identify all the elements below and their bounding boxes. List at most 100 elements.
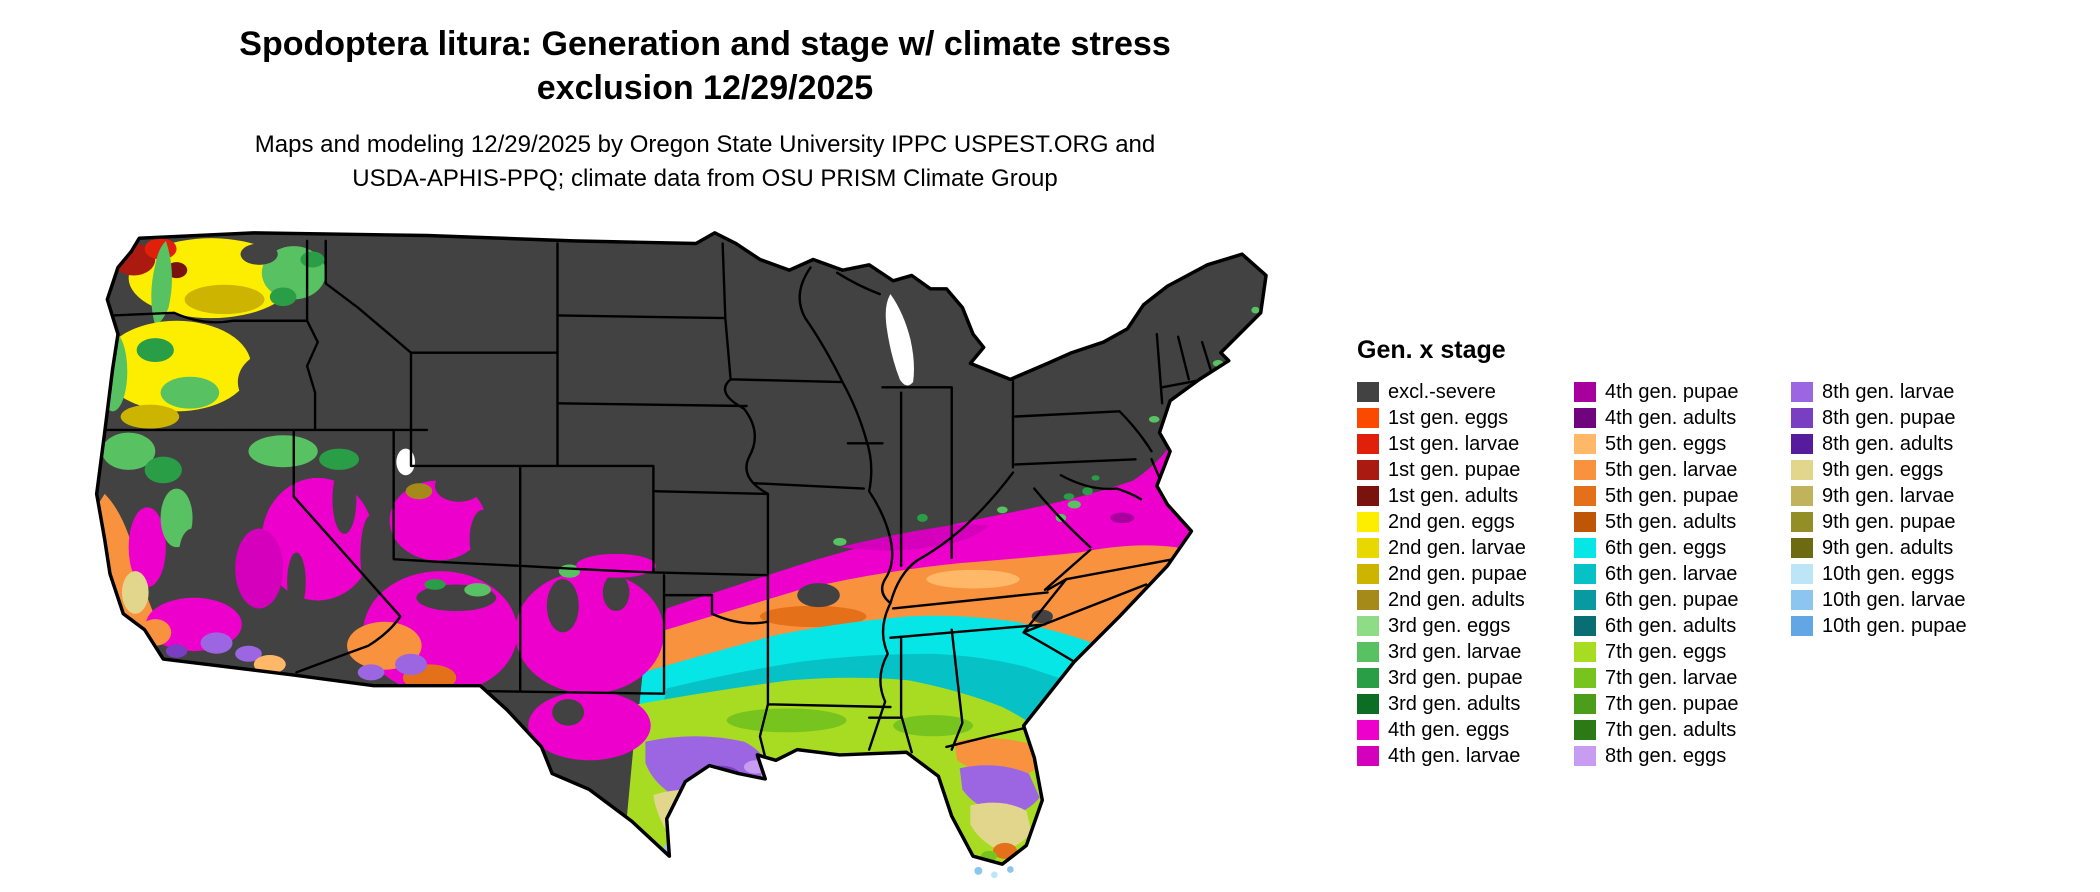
legend-item: 4th gen. adults (1574, 405, 1791, 431)
map-data-regions (96, 232, 1267, 865)
legend-swatch-g6_adults (1574, 616, 1596, 636)
legend-label: 6th gen. adults (1605, 614, 1737, 637)
legend-swatch-g5_larvae (1574, 460, 1596, 480)
legend-swatch-excl (1357, 382, 1379, 402)
legend-item: 10th gen. eggs (1791, 561, 2008, 587)
legend-swatch-g7_pupae (1574, 694, 1596, 714)
legend-item: 9th gen. pupae (1791, 509, 2008, 535)
legend-item: 6th gen. adults (1574, 613, 1791, 639)
legend-label: 7th gen. pupae (1605, 692, 1739, 715)
legend-swatch-g9_adults (1791, 538, 1813, 558)
legend-swatch-g8_adults (1791, 434, 1813, 454)
legend-label: 7th gen. larvae (1605, 666, 1738, 689)
legend-swatch-g8_eggs (1574, 746, 1596, 766)
legend-swatch-g3_adults (1357, 694, 1379, 714)
legend-swatch-g1_adults (1357, 486, 1379, 506)
florida-keys-dots (974, 866, 1014, 879)
us-map-image (94, 231, 1268, 879)
legend-swatch-g6_pupae (1574, 590, 1596, 610)
map-subtitle-line2: USDA-APHIS-PPQ; climate data from OSU PR… (352, 165, 1058, 192)
legend-item: 3rd gen. eggs (1357, 613, 1574, 639)
legend: Gen. x stage excl.-severe 1st gen. eggs 1s… (1357, 336, 2008, 769)
legend-swatch-g4_pupae (1574, 382, 1596, 402)
legend-item: 2nd gen. eggs (1357, 509, 1574, 535)
legend-label: 4th gen. adults (1605, 406, 1737, 429)
legend-item: 9th gen. adults (1791, 535, 2008, 561)
legend-label: 10th gen. larvae (1822, 588, 1966, 611)
legend-swatch-g9_eggs (1791, 460, 1813, 480)
legend-swatch-g7_eggs (1574, 642, 1596, 662)
legend-swatch-g8_pupae (1791, 408, 1813, 428)
map-title: Spodoptera litura: Generation and stage … (0, 22, 1410, 110)
legend-swatch-g7_adults (1574, 720, 1596, 740)
legend-swatch-g9_pupae (1791, 512, 1813, 532)
legend-label: 6th gen. eggs (1605, 536, 1727, 559)
map-title-line2: exclusion 12/29/2025 (536, 69, 874, 107)
legend-item: 10th gen. larvae (1791, 587, 2008, 613)
legend-label: 3rd gen. eggs (1388, 614, 1511, 637)
legend-item: 5th gen. adults (1574, 509, 1791, 535)
legend-label: 5th gen. pupae (1605, 484, 1739, 507)
legend-swatch-g4_larvae (1357, 746, 1379, 766)
legend-columns: excl.-severe 1st gen. eggs 1st gen. larvae… (1357, 379, 2008, 769)
legend-item: 1st gen. adults (1357, 483, 1574, 509)
legend-column: 8th gen. larvae 8th gen. pupae 8th gen. ad… (1791, 379, 2008, 639)
legend-title: Gen. x stage (1357, 336, 1506, 364)
legend-label: 7th gen. eggs (1605, 640, 1727, 663)
legend-swatch-g10_pupae (1791, 616, 1813, 636)
legend-item: 3rd gen. pupae (1357, 665, 1574, 691)
legend-label: 10th gen. pupae (1822, 614, 1967, 637)
legend-item: 9th gen. larvae (1791, 483, 2008, 509)
legend-column: excl.-severe 1st gen. eggs 1st gen. larvae… (1357, 379, 1574, 769)
legend-item: 7th gen. eggs (1574, 639, 1791, 665)
legend-item: 1st gen. pupae (1357, 457, 1574, 483)
legend-swatch-g10_larvae (1791, 590, 1813, 610)
legend-label: 6th gen. pupae (1605, 588, 1739, 611)
map-state-borders (98, 239, 1220, 770)
legend-label: 5th gen. eggs (1605, 432, 1727, 455)
map-subtitle-line1: Maps and modeling 12/29/2025 by Oregon S… (254, 131, 1156, 158)
legend-label: 4th gen. eggs (1388, 718, 1510, 741)
legend-item: 2nd gen. larvae (1357, 535, 1574, 561)
legend-label: 8th gen. adults (1822, 432, 1954, 455)
legend-label: 5th gen. adults (1605, 510, 1737, 533)
legend-item: 3rd gen. adults (1357, 691, 1574, 717)
legend-item: 8th gen. eggs (1574, 743, 1791, 769)
legend-swatch-g9_larvae (1791, 486, 1813, 506)
legend-item: 1st gen. larvae (1357, 431, 1574, 457)
legend-swatch-g10_eggs (1791, 564, 1813, 584)
legend-swatch-g8_larvae (1791, 382, 1813, 402)
legend-label: 7th gen. adults (1605, 718, 1737, 741)
legend-label: 5th gen. larvae (1605, 458, 1738, 481)
legend-swatch-g1_larvae (1357, 434, 1379, 454)
legend-item: 6th gen. pupae (1574, 587, 1791, 613)
legend-label: 1st gen. eggs (1388, 406, 1509, 429)
map-title-line1: Spodoptera litura: Generation and stage … (239, 25, 1171, 63)
legend-swatch-g5_adults (1574, 512, 1596, 532)
legend-label: 4th gen. larvae (1388, 744, 1521, 767)
legend-swatch-g6_larvae (1574, 564, 1596, 584)
legend-label: 9th gen. larvae (1822, 484, 1955, 507)
legend-item: 7th gen. adults (1574, 717, 1791, 743)
legend-swatch-g1_eggs (1357, 408, 1379, 428)
legend-item: 7th gen. pupae (1574, 691, 1791, 717)
legend-swatch-g5_pupae (1574, 486, 1596, 506)
legend-swatch-g2_adults (1357, 590, 1379, 610)
legend-label: 1st gen. adults (1388, 484, 1519, 507)
legend-swatch-g4_eggs (1357, 720, 1379, 740)
legend-item: 2nd gen. adults (1357, 587, 1574, 613)
legend-item: 4th gen. pupae (1574, 379, 1791, 405)
legend-item: 7th gen. larvae (1574, 665, 1791, 691)
legend-item: 5th gen. pupae (1574, 483, 1791, 509)
legend-swatch-g1_pupae (1357, 460, 1379, 480)
legend-label: 2nd gen. larvae (1388, 536, 1526, 559)
legend-swatch-g4_adults (1574, 408, 1596, 428)
legend-label: 2nd gen. pupae (1388, 562, 1528, 585)
legend-label: 2nd gen. adults (1388, 588, 1525, 611)
legend-label: 10th gen. eggs (1822, 562, 1955, 585)
legend-label: 8th gen. pupae (1822, 406, 1956, 429)
legend-swatch-g3_eggs (1357, 616, 1379, 636)
legend-item: 4th gen. larvae (1357, 743, 1574, 769)
legend-label: 9th gen. eggs (1822, 458, 1944, 481)
us-outline (94, 231, 1268, 866)
